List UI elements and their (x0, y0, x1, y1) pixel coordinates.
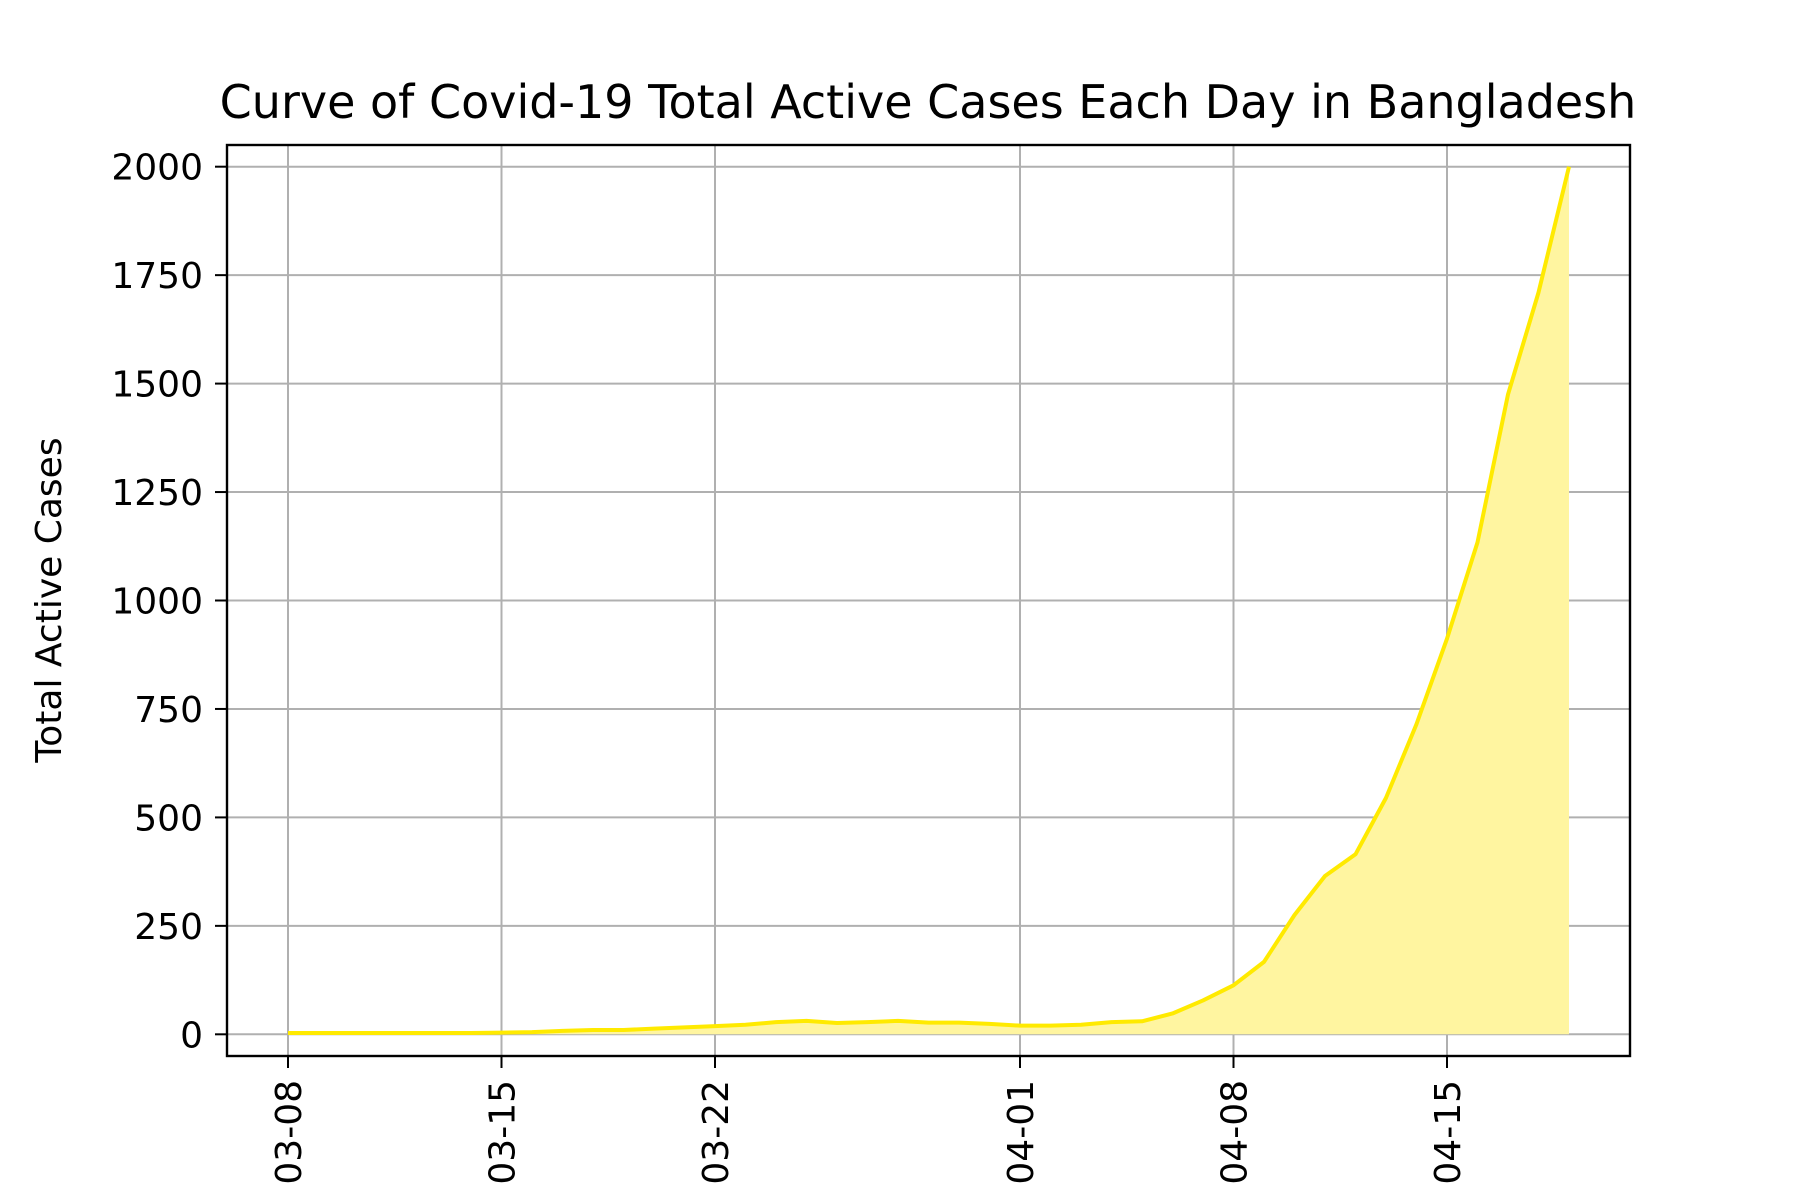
data-point (1567, 165, 1571, 169)
data-point (1079, 1023, 1083, 1027)
x-tick-label: 04-01 (1001, 1080, 1042, 1185)
y-tick-label: 250 (134, 907, 203, 948)
data-point (469, 1031, 473, 1035)
x-tick-label: 04-15 (1428, 1080, 1469, 1185)
data-point (744, 1023, 748, 1027)
data-point (1018, 1024, 1022, 1028)
data-point (622, 1028, 626, 1032)
y-tick-label: 1250 (111, 473, 203, 514)
x-axis: 03-08 03-15 03-22 04-01 04-08 04-15 (269, 1056, 1469, 1185)
data-point (1140, 1019, 1144, 1023)
data-point (378, 1031, 382, 1035)
data-point (683, 1025, 687, 1029)
data-point (1293, 913, 1297, 917)
y-tick-label: 500 (134, 798, 203, 839)
data-point (1415, 722, 1419, 726)
data-point (713, 1024, 717, 1028)
data-point (1506, 392, 1510, 396)
data-point (1445, 637, 1449, 641)
y-tick-label: 2000 (111, 148, 203, 189)
x-tick-label: 04-08 (1215, 1080, 1256, 1185)
data-point (1232, 983, 1236, 987)
area-fill (288, 166, 1569, 1035)
chart-title: Curve of Covid-19 Total Active Cases Eac… (220, 75, 1637, 129)
data-point (591, 1028, 595, 1032)
data-point (1201, 998, 1205, 1002)
y-tick-label: 1500 (111, 365, 203, 406)
data-point (866, 1020, 870, 1024)
data-point (1110, 1020, 1114, 1024)
data-point (1171, 1011, 1175, 1015)
data-point (1323, 874, 1327, 878)
x-tick-label: 03-08 (269, 1080, 310, 1185)
data-point (561, 1029, 565, 1033)
data-point (439, 1031, 443, 1035)
data-point (286, 1031, 290, 1035)
data-point (1354, 852, 1358, 856)
data-point (1537, 291, 1541, 295)
data-point (774, 1020, 778, 1024)
data-point (347, 1031, 351, 1035)
data-point (317, 1031, 321, 1035)
data-point (988, 1022, 992, 1026)
data-point (500, 1031, 504, 1035)
y-tick-label: 1000 (111, 582, 203, 623)
y-axis-label: Total Active Cases (29, 437, 70, 763)
data-point (652, 1027, 656, 1031)
data-point (1384, 796, 1388, 800)
data-point (957, 1021, 961, 1025)
data-point (1049, 1024, 1053, 1028)
y-tick-label: 0 (180, 1015, 203, 1056)
area-layer (288, 166, 1569, 1035)
line-layer (288, 166, 1571, 1036)
y-axis: 0 250 500 750 1000 1250 1500 1750 2000 (111, 148, 227, 1056)
data-point (1476, 540, 1480, 544)
series-line (288, 166, 1571, 1036)
grid (227, 145, 1630, 1056)
x-tick-label: 03-22 (696, 1080, 737, 1185)
data-point (896, 1019, 900, 1023)
y-tick-label: 1750 (111, 256, 203, 297)
data-point (530, 1030, 534, 1034)
data-point (835, 1021, 839, 1025)
data-point (408, 1031, 412, 1035)
y-tick-label: 750 (134, 690, 203, 731)
data-point (805, 1019, 809, 1023)
data-point (1262, 960, 1266, 964)
data-point (927, 1021, 931, 1025)
x-tick-label: 03-15 (483, 1080, 524, 1185)
